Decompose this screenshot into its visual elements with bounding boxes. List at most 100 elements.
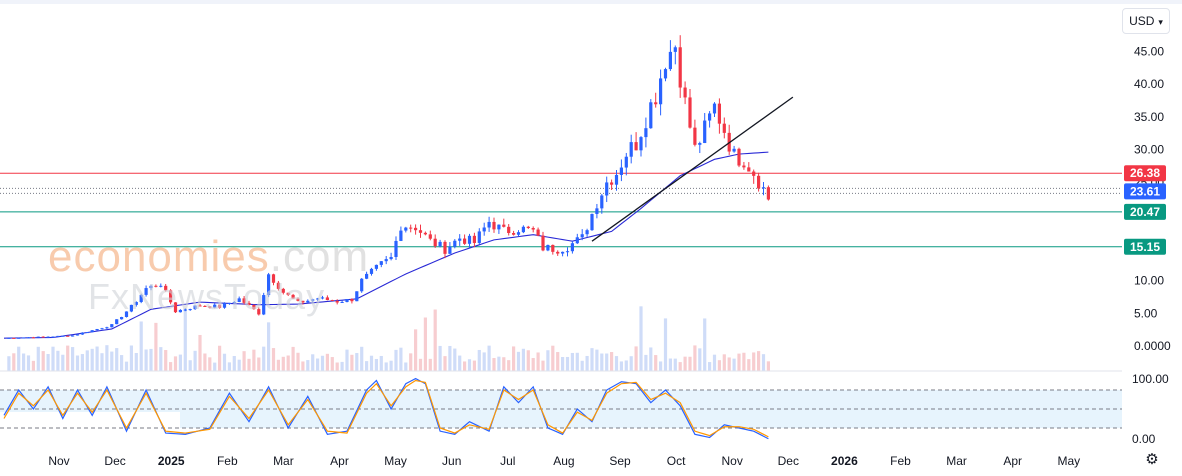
candle (766, 185, 770, 201)
candle (423, 231, 427, 236)
volume-bar (634, 346, 638, 371)
price-level-label: 26.38 (1124, 165, 1166, 182)
volume-bar (732, 358, 736, 371)
time-tick-label: 2025 (158, 454, 185, 468)
candle-body (350, 299, 354, 302)
volume-bar (110, 351, 114, 371)
candle-body (516, 232, 521, 235)
candle (276, 280, 280, 291)
candle (717, 98, 721, 134)
volume-bar (227, 362, 231, 371)
candle-body (507, 226, 511, 234)
volume-bar (428, 358, 432, 371)
volume-bar (463, 361, 467, 371)
volume-bar (188, 360, 192, 371)
candle (61, 335, 65, 337)
time-tick-label: Dec (104, 454, 125, 468)
volume-bar (320, 355, 325, 371)
candle (570, 241, 574, 254)
volume-bar (115, 348, 119, 371)
volume-bar (316, 358, 320, 371)
time-axis[interactable]: Nov Dec 2025 Feb Mar Apr May Jun Jul Aug Sep Oct Nov… (48, 454, 1080, 468)
volume-bar (766, 361, 770, 371)
candle-body (41, 336, 45, 338)
candle (404, 226, 408, 233)
volume-bar (159, 347, 163, 371)
volume-bar (487, 345, 491, 371)
volume-bar (467, 359, 472, 371)
candle-body (301, 300, 305, 303)
volume-bar (423, 317, 427, 371)
volume-bar (41, 351, 45, 371)
candle (51, 336, 55, 338)
candle-body (360, 278, 364, 292)
candle-body (389, 256, 393, 260)
candle (71, 335, 75, 337)
candle-body (463, 238, 467, 244)
candle (619, 159, 623, 182)
volume-bar (512, 346, 516, 371)
candle (222, 302, 227, 309)
candle-body (497, 224, 501, 230)
price-tick-label: 35.00 (1134, 110, 1164, 124)
candle (624, 152, 628, 176)
candle (502, 218, 506, 228)
candle (472, 232, 476, 248)
candle-body (144, 288, 148, 295)
candle-body (698, 143, 702, 145)
candle (575, 233, 579, 244)
candle (463, 234, 467, 245)
volume-bar (198, 334, 202, 371)
price-level-value: 15.15 (1130, 240, 1160, 254)
gear-icon[interactable]: ⚙ (1145, 451, 1159, 468)
volume-bar (374, 358, 378, 371)
candle-body (629, 142, 633, 157)
candle-body (722, 123, 726, 133)
candle-body (712, 103, 717, 114)
candle-body (232, 301, 236, 303)
price-tick-label: 10.00 (1134, 274, 1164, 288)
candle-body (673, 47, 677, 52)
trend-line[interactable] (591, 96, 794, 242)
time-tick-label: 2026 (831, 454, 858, 468)
candle-body (71, 335, 75, 337)
candle (22, 337, 26, 339)
candle-body (80, 332, 84, 335)
price-tick-label: 45.00 (1134, 44, 1164, 58)
candle (198, 303, 202, 307)
candle-body (561, 251, 565, 254)
candle (639, 136, 643, 157)
volume-bar (693, 345, 697, 371)
price-level-value: 26.38 (1130, 166, 1160, 180)
volume-bar (561, 356, 565, 371)
volume-bar (389, 360, 393, 371)
candle-body (487, 221, 491, 228)
candle (752, 169, 756, 184)
candle-body (75, 334, 80, 336)
currency-selector[interactable]: USD ▾ (1122, 8, 1170, 34)
volume-bar (624, 360, 628, 371)
volume-bar (600, 353, 604, 371)
candle-body (541, 235, 545, 251)
volume-bar (546, 350, 550, 371)
time-tick-label: May (1057, 454, 1080, 468)
candle-body (384, 259, 388, 262)
candle (124, 311, 129, 318)
candle-body (22, 337, 26, 339)
volume-bar (183, 308, 187, 371)
volume-bar (757, 351, 761, 371)
candle-body (639, 137, 643, 151)
candle (409, 224, 413, 233)
candle-body (306, 300, 310, 303)
candle-body (551, 244, 555, 252)
volume-bar (761, 354, 766, 371)
volume-bar (688, 356, 692, 371)
volume-bar (507, 360, 511, 371)
volume-bar (242, 351, 246, 371)
candle (100, 327, 104, 330)
candle-body (369, 268, 374, 274)
candle (159, 283, 163, 288)
volume-bar (703, 318, 707, 371)
volume-bar (61, 354, 65, 371)
